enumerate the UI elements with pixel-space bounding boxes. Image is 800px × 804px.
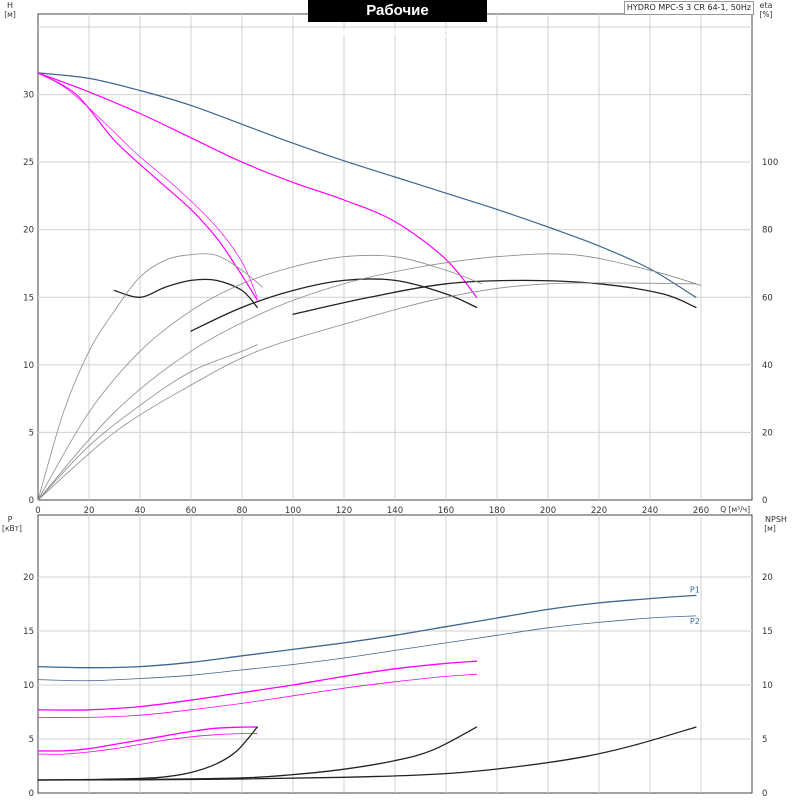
series-label-p2: P2 xyxy=(690,617,700,626)
x-tick-label: 220 xyxy=(591,506,607,516)
y2-tick-label-top: 20 xyxy=(762,428,773,438)
x-tick-label: 60 xyxy=(186,506,197,516)
x-axis-label: Q [м³/ч] xyxy=(720,505,750,514)
x-tick-label: 140 xyxy=(387,506,403,516)
y2-axis-unit-npsh: [м] xyxy=(764,524,776,533)
y2-tick-label-top: 80 xyxy=(762,226,773,236)
power-curve-5 xyxy=(37,733,258,755)
y2-tick-label-bottom: 10 xyxy=(762,681,773,691)
chart-title: Рабочие характеристики xyxy=(308,0,487,41)
head-curve-1 xyxy=(37,72,478,298)
y2-tick-label-top: 40 xyxy=(762,361,773,371)
efficiency-curve-5 xyxy=(190,278,478,332)
y2-tick-label-top: 100 xyxy=(762,158,778,168)
pump-model-label: HYDRO MPC-S 3 CR 64-1, 50Hz xyxy=(624,1,754,15)
y2-tick-label-bottom: 15 xyxy=(762,627,773,637)
x-tick-label: 160 xyxy=(438,506,454,516)
y-tick-label-top: 0 xyxy=(29,496,34,506)
y-tick-label-top: 25 xyxy=(23,158,34,168)
x-tick-label: 20 xyxy=(84,506,95,516)
y-axis-label-head: H xyxy=(7,1,13,10)
x-tick-label: 100 xyxy=(285,506,301,516)
power-curve-4 xyxy=(37,726,258,752)
y-tick-label-top: 15 xyxy=(23,293,34,303)
y-tick-label-top: 10 xyxy=(23,361,34,371)
power-curve-p2 xyxy=(37,615,697,682)
efficiency-curve-10 xyxy=(37,344,258,501)
head-curve-0 xyxy=(37,72,697,298)
efficiency-curve-9 xyxy=(37,253,702,501)
efficiency-curve-8 xyxy=(37,254,483,501)
series-label-p1: P1 xyxy=(690,585,700,594)
x-tick-label: 40 xyxy=(135,506,146,516)
y-tick-label-top: 5 xyxy=(29,428,34,438)
power-curve-2 xyxy=(37,660,478,711)
y2-axis-label-eta: eta xyxy=(760,1,773,10)
x-tick-label: 180 xyxy=(489,506,505,516)
y-tick-label-top: 30 xyxy=(23,91,34,101)
y-tick-label-bottom: 10 xyxy=(23,681,34,691)
y2-tick-label-top: 0 xyxy=(762,496,767,506)
y2-tick-label-top: 60 xyxy=(762,293,773,303)
y2-axis-unit-eta: [%] xyxy=(760,10,773,19)
y-tick-label-bottom: 5 xyxy=(29,735,34,745)
efficiency-curve-4 xyxy=(113,278,258,309)
power-curve-3 xyxy=(37,673,477,718)
efficiency-curve-6 xyxy=(292,279,697,315)
y2-axis-label-npsh: NPSH xyxy=(765,515,787,524)
y-tick-label-top: 20 xyxy=(23,226,34,236)
x-tick-label: 80 xyxy=(237,506,248,516)
y2-tick-label-bottom: 20 xyxy=(762,573,773,583)
y-tick-label-bottom: 0 xyxy=(29,789,34,799)
y2-tick-label-bottom: 5 xyxy=(762,735,767,745)
y2-tick-label-bottom: 0 xyxy=(762,789,767,799)
y-tick-label-bottom: 15 xyxy=(23,627,34,637)
y-tick-label-bottom: 20 xyxy=(23,573,34,583)
y-axis-unit-power: [кВт] xyxy=(2,524,22,533)
x-tick-label: 200 xyxy=(540,506,556,516)
efficiency-curve-11 xyxy=(37,282,697,501)
head-curve-3 xyxy=(37,72,258,298)
power-curve-8 xyxy=(37,726,697,781)
efficiency-curve-7 xyxy=(37,253,263,501)
y-axis-label-power: P xyxy=(8,515,13,524)
power-curve-p1 xyxy=(37,594,697,669)
y-axis-unit-head: [м] xyxy=(4,10,16,19)
x-tick-label: 240 xyxy=(642,506,658,516)
head-curve-2 xyxy=(37,72,258,301)
x-tick-label: 0 xyxy=(35,506,40,516)
x-tick-label: 260 xyxy=(693,506,709,516)
x-tick-label: 120 xyxy=(336,506,352,516)
